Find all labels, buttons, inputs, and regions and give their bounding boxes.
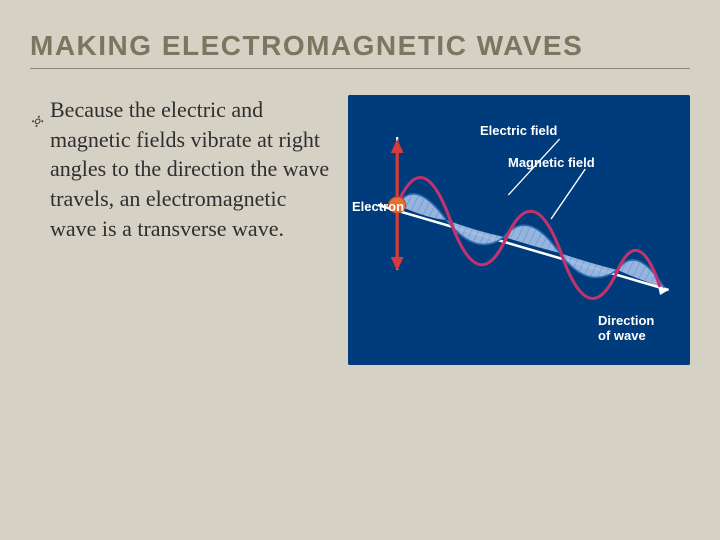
bullet-item: ༓ Because the electric and magnetic fiel…	[30, 95, 330, 243]
bullet-body-text: Because the electric and magnetic fields…	[50, 95, 330, 243]
body-text-column: ༓ Because the electric and magnetic fiel…	[30, 95, 330, 243]
bullet-marker-icon: ༓	[30, 99, 42, 155]
em-wave-diagram: Electron Electric field Magnetic field D…	[348, 95, 690, 365]
slide-title: MAKING ELECTROMAGNETIC WAVES	[30, 30, 690, 69]
content-row: ༓ Because the electric and magnetic fiel…	[30, 95, 690, 365]
slide-content: MAKING ELECTROMAGNETIC WAVES ༓ Because t…	[0, 0, 720, 540]
label-leaders	[348, 95, 690, 365]
